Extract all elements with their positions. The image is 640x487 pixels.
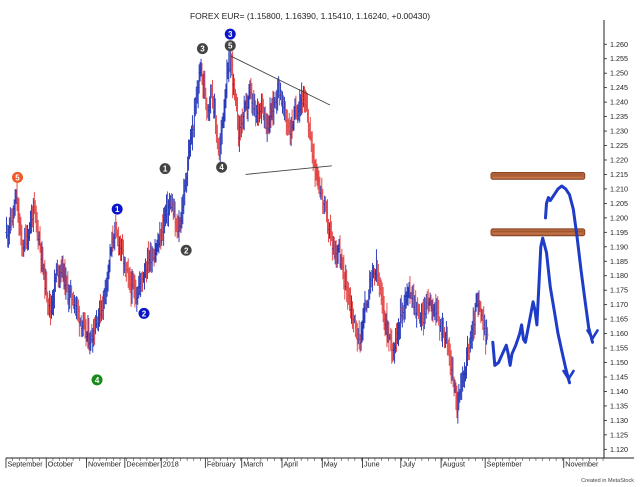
- wave-label-circle: [159, 163, 171, 175]
- wave-label-circle: [180, 244, 192, 256]
- y-tick-label: 1.215: [610, 170, 628, 179]
- y-tick-label: 1.205: [610, 199, 628, 208]
- y-tick-label: 1.245: [610, 83, 628, 92]
- price-bars: [5, 48, 489, 424]
- x-tick-label: September: [487, 460, 523, 469]
- wave-label-circle: [196, 43, 208, 55]
- wave-label-number: 5: [228, 42, 233, 51]
- wave-label: 4: [216, 161, 228, 173]
- wave-label-circle: [138, 307, 150, 319]
- y-tick-label: 1.225: [610, 141, 628, 150]
- wave-label: 4: [91, 374, 103, 386]
- projection-path: [544, 184, 594, 344]
- y-tick-label: 1.235: [610, 112, 628, 121]
- wave-label: 2: [180, 244, 192, 256]
- y-tick-label: 1.120: [610, 445, 628, 454]
- triangle-pattern: [230, 55, 332, 175]
- wave-label: 5: [12, 171, 23, 183]
- x-tick-label: September: [8, 460, 44, 469]
- wave-labels: 1 2 3 1 2 3 4 5 5 4: [12, 28, 236, 386]
- wave-label-number: 3: [200, 45, 205, 54]
- x-tick-label: August: [443, 460, 465, 469]
- chart-title: FOREX EUR= (1.15800, 1.16390, 1.15410, 1…: [190, 11, 430, 21]
- wave-label: 3: [196, 43, 208, 55]
- y-tick-label: 1.145: [610, 372, 628, 381]
- resistance-zone: [490, 228, 586, 237]
- y-tick-label: 1.135: [610, 401, 628, 410]
- x-tick-label: November: [565, 460, 599, 469]
- wave-label: 1: [111, 203, 123, 215]
- x-tick-label: December: [126, 460, 160, 469]
- x-tick-label: July: [402, 460, 415, 469]
- x-tick-label: October: [48, 460, 74, 469]
- y-tick-label: 1.210: [610, 184, 628, 193]
- triangle-upper-line: [230, 55, 331, 106]
- y-tick-label: 1.250: [610, 69, 628, 78]
- hand-drawn-projection: [491, 184, 599, 385]
- y-tick-label: 1.255: [610, 54, 628, 63]
- wave-label-circle: [111, 203, 123, 215]
- y-tick-label: 1.130: [610, 416, 628, 425]
- plot-frame: [6, 20, 634, 459]
- y-tick-label: 1.180: [610, 271, 628, 280]
- y-axis: 1.260 1.255 1.250 1.245 1.240 1.235 1.230 1.225…: [604, 40, 628, 454]
- wave-label-number: 4: [219, 163, 224, 172]
- y-tick-label: 1.175: [610, 286, 628, 295]
- wave-label-circle: [224, 40, 236, 52]
- x-tick-label: June: [364, 460, 380, 469]
- wave-label-number: 1: [115, 205, 120, 214]
- resistance-zones: [490, 171, 586, 237]
- wave-label-circle: [224, 28, 236, 40]
- y-tick-label: 1.190: [610, 242, 628, 251]
- y-tick-label: 1.200: [610, 213, 628, 222]
- x-tick-label: November: [88, 460, 122, 469]
- y-tick-label: 1.260: [610, 40, 628, 49]
- wave-label-circle: [91, 374, 103, 386]
- y-tick-label: 1.165: [610, 315, 628, 324]
- wave-label-number: 3: [228, 30, 233, 39]
- y-tick-label: 1.185: [610, 257, 628, 266]
- arrowhead: [586, 329, 599, 340]
- footer-credit: Created in MetaStock: [581, 478, 634, 484]
- wave-label: 5: [224, 40, 236, 52]
- x-tick-label: February: [207, 460, 236, 469]
- wave-label-number: 2: [142, 309, 147, 318]
- arrowhead: [562, 369, 575, 381]
- wave-label: 1: [159, 163, 171, 175]
- price-bar: [486, 327, 489, 340]
- y-tick-label: 1.150: [610, 358, 628, 367]
- wave-label-circle: [12, 171, 23, 183]
- y-tick-label: 1.140: [610, 387, 628, 396]
- y-tick-label: 1.240: [610, 98, 628, 107]
- wave-label: 3: [224, 28, 236, 40]
- wave-label-number: 5: [15, 173, 20, 182]
- x-tick-label: 2018: [163, 460, 179, 469]
- y-tick-label: 1.160: [610, 329, 628, 338]
- triangle-lower-line: [245, 165, 332, 175]
- y-tick-label: 1.125: [610, 430, 628, 439]
- wave-label: 2: [138, 307, 150, 319]
- x-tick-label: April: [284, 460, 299, 469]
- resistance-zone: [490, 171, 586, 180]
- y-tick-label: 1.170: [610, 300, 628, 309]
- x-tick-label: May: [324, 460, 338, 469]
- y-tick-label: 1.230: [610, 127, 628, 136]
- y-tick-label: 1.220: [610, 155, 628, 164]
- wave-label-circle: [216, 161, 228, 173]
- wave-label-number: 1: [163, 165, 168, 174]
- x-tick-label: March: [243, 460, 263, 469]
- y-tick-label: 1.195: [610, 228, 628, 237]
- y-tick-label: 1.155: [610, 344, 628, 353]
- projection-path: [491, 236, 571, 385]
- x-axis: September October November December 2018 Febr…: [5, 458, 604, 469]
- wave-label-number: 4: [95, 376, 100, 385]
- wave-label-number: 2: [184, 246, 189, 255]
